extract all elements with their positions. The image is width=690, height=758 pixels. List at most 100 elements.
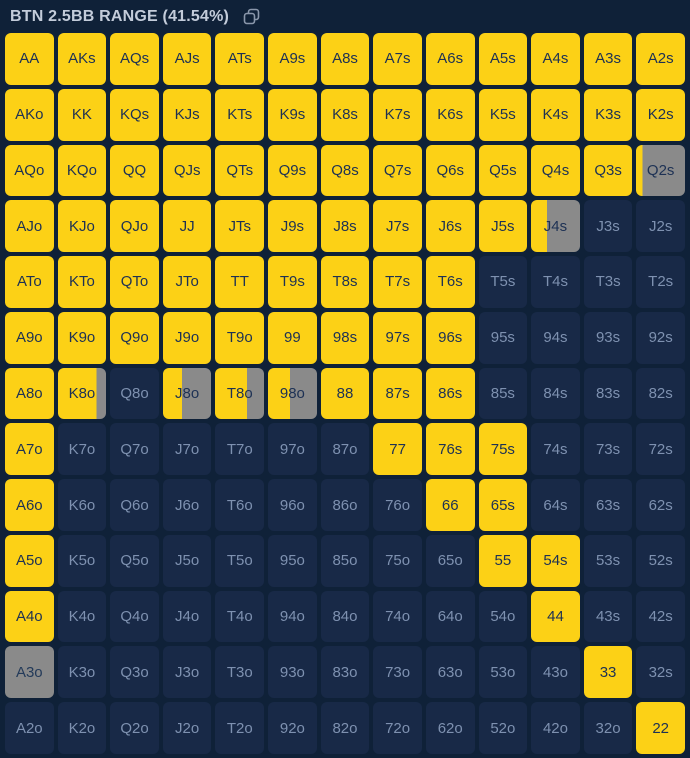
hand-cell-62s[interactable]: 62s (636, 479, 685, 531)
hand-cell-J9s[interactable]: J9s (268, 200, 317, 253)
hand-cell-J4o[interactable]: J4o (162, 590, 212, 643)
hand-cell-33[interactable]: 33 (583, 646, 633, 699)
hand-cell-ATo[interactable]: ATo (5, 256, 54, 308)
hand-cell-87s[interactable]: 87s (373, 367, 422, 420)
hand-cell-53s[interactable]: 53s (583, 534, 633, 587)
hand-cell-54o[interactable]: 54o (478, 590, 528, 643)
hand-cell-63o[interactable]: 63o (425, 646, 475, 699)
hand-cell-AKs[interactable]: AKs (57, 33, 107, 85)
hand-cell-Q6s[interactable]: Q6s (425, 144, 475, 197)
hand-cell-97o[interactable]: 97o (268, 423, 317, 476)
hand-cell-T8s[interactable]: T8s (320, 256, 370, 308)
hand-cell-98o[interactable]: 98o (268, 367, 317, 420)
hand-cell-KJo[interactable]: KJo (57, 200, 107, 253)
hand-cell-52o[interactable]: 52o (478, 702, 528, 754)
hand-cell-K7s[interactable]: K7s (373, 88, 422, 141)
hand-cell-AJo[interactable]: AJo (5, 200, 54, 253)
hand-cell-A6s[interactable]: A6s (425, 33, 475, 85)
hand-cell-Q5o[interactable]: Q5o (110, 534, 159, 587)
hand-cell-96o[interactable]: 96o (268, 479, 317, 531)
hand-cell-K2o[interactable]: K2o (57, 702, 107, 754)
hand-cell-A7o[interactable]: A7o (5, 423, 54, 476)
hand-cell-Q3s[interactable]: Q3s (583, 144, 633, 197)
hand-cell-AKo[interactable]: AKo (5, 88, 54, 141)
hand-cell-65o[interactable]: 65o (425, 534, 475, 587)
hand-cell-84s[interactable]: 84s (531, 367, 580, 420)
hand-cell-65s[interactable]: 65s (478, 479, 528, 531)
hand-cell-JTs[interactable]: JTs (215, 200, 265, 253)
hand-cell-Q8s[interactable]: Q8s (320, 144, 370, 197)
hand-cell-A3o[interactable]: A3o (5, 646, 54, 699)
hand-cell-K9o[interactable]: K9o (57, 311, 107, 364)
hand-cell-77[interactable]: 77 (373, 423, 422, 476)
hand-cell-AA[interactable]: AA (5, 33, 54, 85)
hand-cell-K5o[interactable]: K5o (57, 534, 107, 587)
hand-cell-T3s[interactable]: T3s (583, 256, 633, 308)
hand-cell-Q5s[interactable]: Q5s (478, 144, 528, 197)
hand-cell-K8o[interactable]: K8o (57, 367, 107, 420)
hand-cell-AQs[interactable]: AQs (110, 33, 159, 85)
hand-cell-J9o[interactable]: J9o (162, 311, 212, 364)
hand-cell-A5o[interactable]: A5o (5, 534, 54, 587)
hand-cell-92o[interactable]: 92o (268, 702, 317, 754)
hand-cell-64s[interactable]: 64s (531, 479, 580, 531)
copy-button[interactable] (241, 7, 261, 27)
hand-cell-T4o[interactable]: T4o (215, 590, 265, 643)
hand-cell-83o[interactable]: 83o (320, 646, 370, 699)
hand-cell-AQo[interactable]: AQo (5, 144, 54, 197)
hand-cell-66[interactable]: 66 (425, 479, 475, 531)
hand-cell-44[interactable]: 44 (531, 590, 580, 643)
hand-cell-K9s[interactable]: K9s (268, 88, 317, 141)
hand-cell-82s[interactable]: 82s (636, 367, 685, 420)
hand-cell-A5s[interactable]: A5s (478, 33, 528, 85)
hand-cell-74o[interactable]: 74o (373, 590, 422, 643)
hand-cell-A6o[interactable]: A6o (5, 479, 54, 531)
hand-cell-KQo[interactable]: KQo (57, 144, 107, 197)
hand-cell-96s[interactable]: 96s (425, 311, 475, 364)
hand-cell-K5s[interactable]: K5s (478, 88, 528, 141)
hand-cell-T9s[interactable]: T9s (268, 256, 317, 308)
hand-cell-KTs[interactable]: KTs (215, 88, 265, 141)
hand-cell-43o[interactable]: 43o (531, 646, 580, 699)
hand-cell-K6o[interactable]: K6o (57, 479, 107, 531)
hand-cell-A8s[interactable]: A8s (320, 33, 370, 85)
hand-cell-QJs[interactable]: QJs (162, 144, 212, 197)
hand-cell-J8s[interactable]: J8s (320, 200, 370, 253)
hand-cell-Q4o[interactable]: Q4o (110, 590, 159, 643)
hand-cell-J6s[interactable]: J6s (425, 200, 475, 253)
hand-cell-76s[interactable]: 76s (425, 423, 475, 476)
hand-cell-K8s[interactable]: K8s (320, 88, 370, 141)
hand-cell-JTo[interactable]: JTo (162, 256, 212, 308)
hand-cell-J8o[interactable]: J8o (162, 367, 212, 420)
hand-cell-QJo[interactable]: QJo (110, 200, 159, 253)
hand-cell-83s[interactable]: 83s (583, 367, 633, 420)
hand-cell-74s[interactable]: 74s (531, 423, 580, 476)
hand-cell-97s[interactable]: 97s (373, 311, 422, 364)
hand-cell-K3s[interactable]: K3s (583, 88, 633, 141)
hand-cell-K4o[interactable]: K4o (57, 590, 107, 643)
hand-cell-T7s[interactable]: T7s (373, 256, 422, 308)
hand-cell-32o[interactable]: 32o (583, 702, 633, 754)
hand-cell-82o[interactable]: 82o (320, 702, 370, 754)
hand-cell-32s[interactable]: 32s (636, 646, 685, 699)
hand-cell-A3s[interactable]: A3s (583, 33, 633, 85)
hand-cell-J2o[interactable]: J2o (162, 702, 212, 754)
hand-cell-43s[interactable]: 43s (583, 590, 633, 643)
hand-cell-K6s[interactable]: K6s (425, 88, 475, 141)
hand-cell-98s[interactable]: 98s (320, 311, 370, 364)
hand-cell-T8o[interactable]: T8o (215, 367, 265, 420)
hand-cell-KQs[interactable]: KQs (110, 88, 159, 141)
hand-cell-J6o[interactable]: J6o (162, 479, 212, 531)
hand-cell-T3o[interactable]: T3o (215, 646, 265, 699)
hand-cell-T5s[interactable]: T5s (478, 256, 528, 308)
hand-cell-J4s[interactable]: J4s (531, 200, 580, 253)
hand-cell-85o[interactable]: 85o (320, 534, 370, 587)
hand-cell-T5o[interactable]: T5o (215, 534, 265, 587)
hand-cell-Q3o[interactable]: Q3o (110, 646, 159, 699)
hand-cell-Q2o[interactable]: Q2o (110, 702, 159, 754)
hand-cell-J7s[interactable]: J7s (373, 200, 422, 253)
hand-cell-93o[interactable]: 93o (268, 646, 317, 699)
hand-cell-A8o[interactable]: A8o (5, 367, 54, 420)
hand-cell-A7s[interactable]: A7s (373, 33, 422, 85)
hand-cell-QQ[interactable]: QQ (110, 144, 159, 197)
